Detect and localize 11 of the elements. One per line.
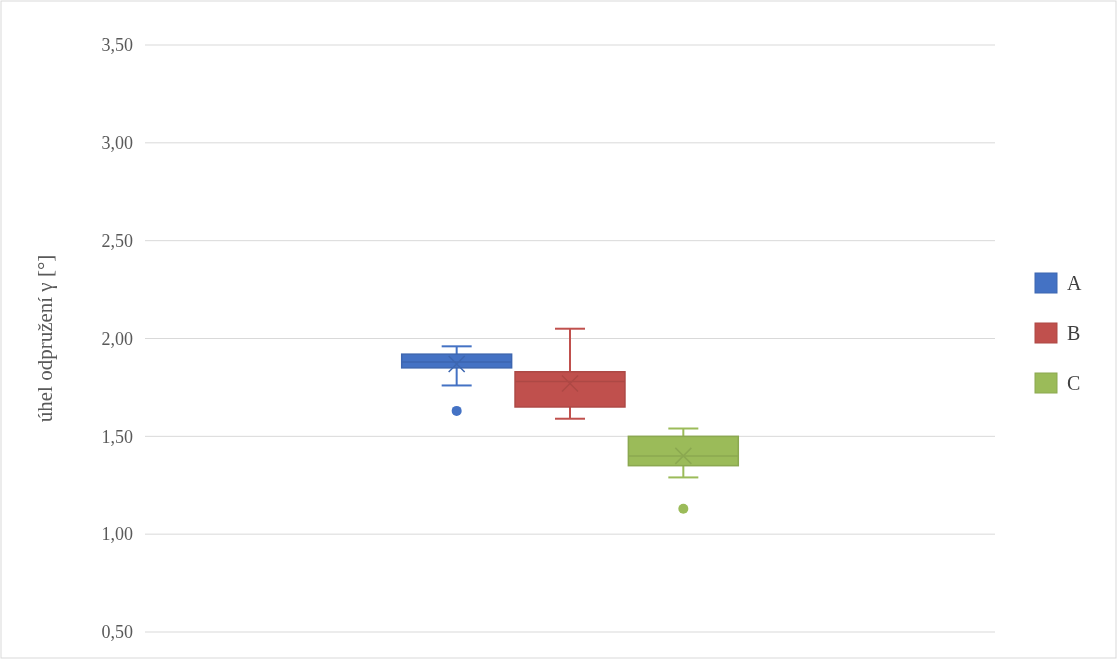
y-tick-label: 2,00 — [101, 328, 133, 349]
y-tick-label: 3,00 — [101, 133, 133, 154]
y-tick-label: 1,50 — [101, 426, 133, 447]
y-tick-label: 3,50 — [101, 35, 133, 56]
legend-label: B — [1067, 322, 1081, 344]
y-axis-title: úhel odpružení γ [°] — [33, 254, 57, 423]
y-tick-label: 0,50 — [101, 622, 133, 643]
legend-label: C — [1067, 372, 1081, 394]
y-tick-label: 2,50 — [101, 230, 133, 251]
legend-label: A — [1067, 272, 1082, 294]
y-tick-label: 1,00 — [101, 524, 133, 545]
